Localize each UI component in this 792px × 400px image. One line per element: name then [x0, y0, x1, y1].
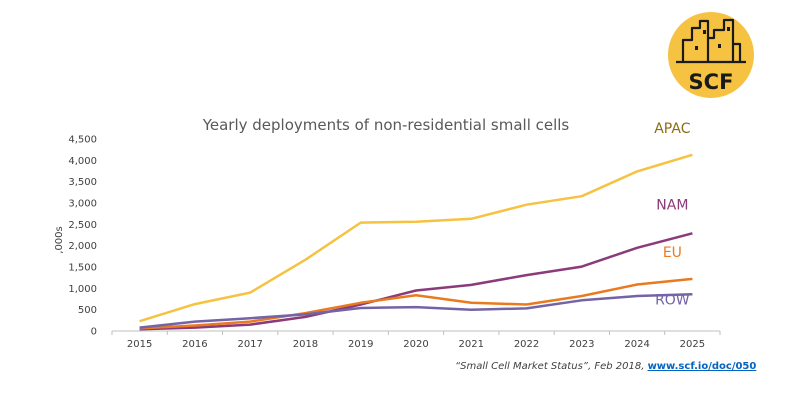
y-tick-label: 1,000 [68, 284, 97, 295]
series-line-row [139, 293, 693, 329]
y-tick-label: 4,500 [68, 135, 97, 146]
x-tick-label: 2017 [237, 339, 262, 350]
series-label-nam: NAM [656, 197, 688, 213]
x-tick-label: 2021 [459, 339, 484, 350]
y-tick-label: 2,500 [68, 220, 97, 231]
x-tick-label: 2024 [624, 339, 649, 350]
x-axis-ticks: 2015 2016 2017 2018 2019 2020 2021 2022 2023 2024… [111, 331, 721, 350]
series-lines [139, 153, 693, 331]
x-tick-label: 2025 [680, 339, 705, 350]
series-line-apac [139, 153, 693, 323]
source-citation: “Small Cell Market Status”, Feb 2018, ww… [455, 361, 756, 372]
y-axis-label: ,000s [54, 226, 65, 253]
city-skyline-icon [676, 18, 746, 64]
series-label-apac: APAC [654, 121, 690, 137]
x-tick-label: 2022 [514, 339, 539, 350]
y-tick-label: 0 [91, 327, 97, 338]
x-tick-label: 2019 [348, 339, 373, 350]
series-labels: APAC NAM EU ROW [654, 121, 690, 309]
x-tick-label: 2020 [403, 339, 428, 350]
x-tick-label: 2018 [293, 339, 318, 350]
x-tick-label: 2023 [569, 339, 594, 350]
y-tick-label: 500 [78, 305, 97, 316]
y-tick-label: 3,000 [68, 199, 97, 210]
series-line-nam [139, 232, 693, 331]
source-text: “Small Cell Market Status”, Feb 2018, [455, 361, 645, 372]
series-label-row: ROW [655, 292, 690, 308]
y-axis-ticks: 0 500 1,000 1,500 2,000 2,500 3,000 3,500 4,000 4… [68, 135, 97, 338]
y-tick-label: 4,000 [68, 156, 97, 167]
x-tick-label: 2015 [127, 339, 152, 350]
scf-logo: SCF [668, 12, 754, 98]
logo-text: SCF [689, 70, 734, 94]
y-tick-label: 2,000 [68, 241, 97, 252]
chart-title: Yearly deployments of non-residential sm… [202, 116, 570, 134]
source-link[interactable]: www.scf.io/doc/050 [647, 361, 757, 372]
y-tick-label: 3,500 [68, 177, 97, 188]
y-tick-label: 1,500 [68, 263, 97, 274]
x-tick-label: 2016 [182, 339, 207, 350]
series-line-eu [139, 277, 693, 330]
series-label-eu: EU [663, 245, 682, 261]
